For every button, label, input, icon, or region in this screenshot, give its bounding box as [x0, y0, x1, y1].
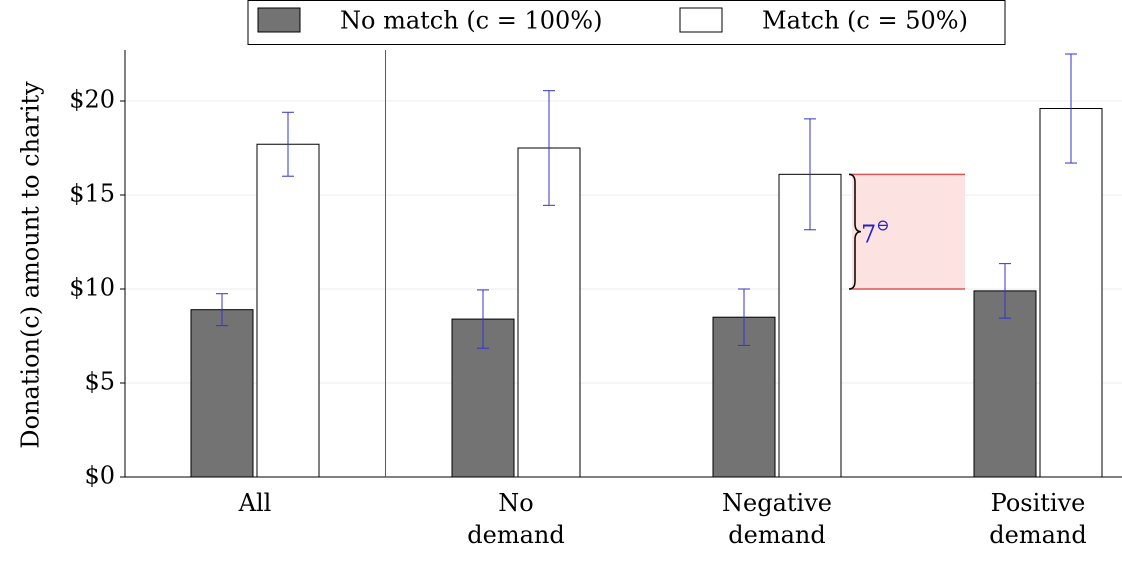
x-tick-label: No demand: [467, 489, 565, 549]
bar: [1039, 108, 1103, 478]
annotation-label: 7⊖: [861, 215, 890, 248]
y-tick-label: $5: [84, 368, 115, 396]
error-bar: [477, 289, 489, 349]
y-axis-label: Donation(c) amount to charity: [17, 81, 45, 449]
error-bar: [282, 111, 294, 177]
annotation-band: [852, 174, 965, 289]
error-bar: [216, 293, 228, 327]
brace: [848, 173, 862, 290]
y-tick-label: $0: [84, 462, 115, 490]
error-bar: [543, 90, 555, 206]
bar: [256, 143, 320, 478]
legend-label: No match (c = 100%): [340, 7, 602, 35]
x-tick-label: Negative demand: [722, 489, 832, 549]
error-bar: [738, 288, 750, 346]
legend-box: [247, 0, 1006, 45]
bar: [190, 309, 254, 478]
error-bar: [1065, 53, 1077, 164]
y-tick-label: $20: [69, 86, 115, 114]
y-tick-label: $10: [69, 274, 115, 302]
annotation-number: 7: [861, 220, 876, 248]
x-tick-label: All: [238, 489, 272, 517]
legend: No match (c = 100%) Match (c = 50%): [247, 0, 1006, 45]
y-tick-label: $15: [69, 180, 115, 208]
error-bar: [804, 118, 816, 231]
x-tick-label: Positive demand: [989, 489, 1087, 549]
error-bar: [999, 263, 1011, 319]
legend-label: Match (c = 50%): [762, 7, 968, 35]
annotation-sup: ⊖: [876, 215, 889, 234]
legend-swatch: [257, 7, 301, 33]
legend-swatch: [679, 7, 723, 33]
bar: [973, 290, 1037, 478]
